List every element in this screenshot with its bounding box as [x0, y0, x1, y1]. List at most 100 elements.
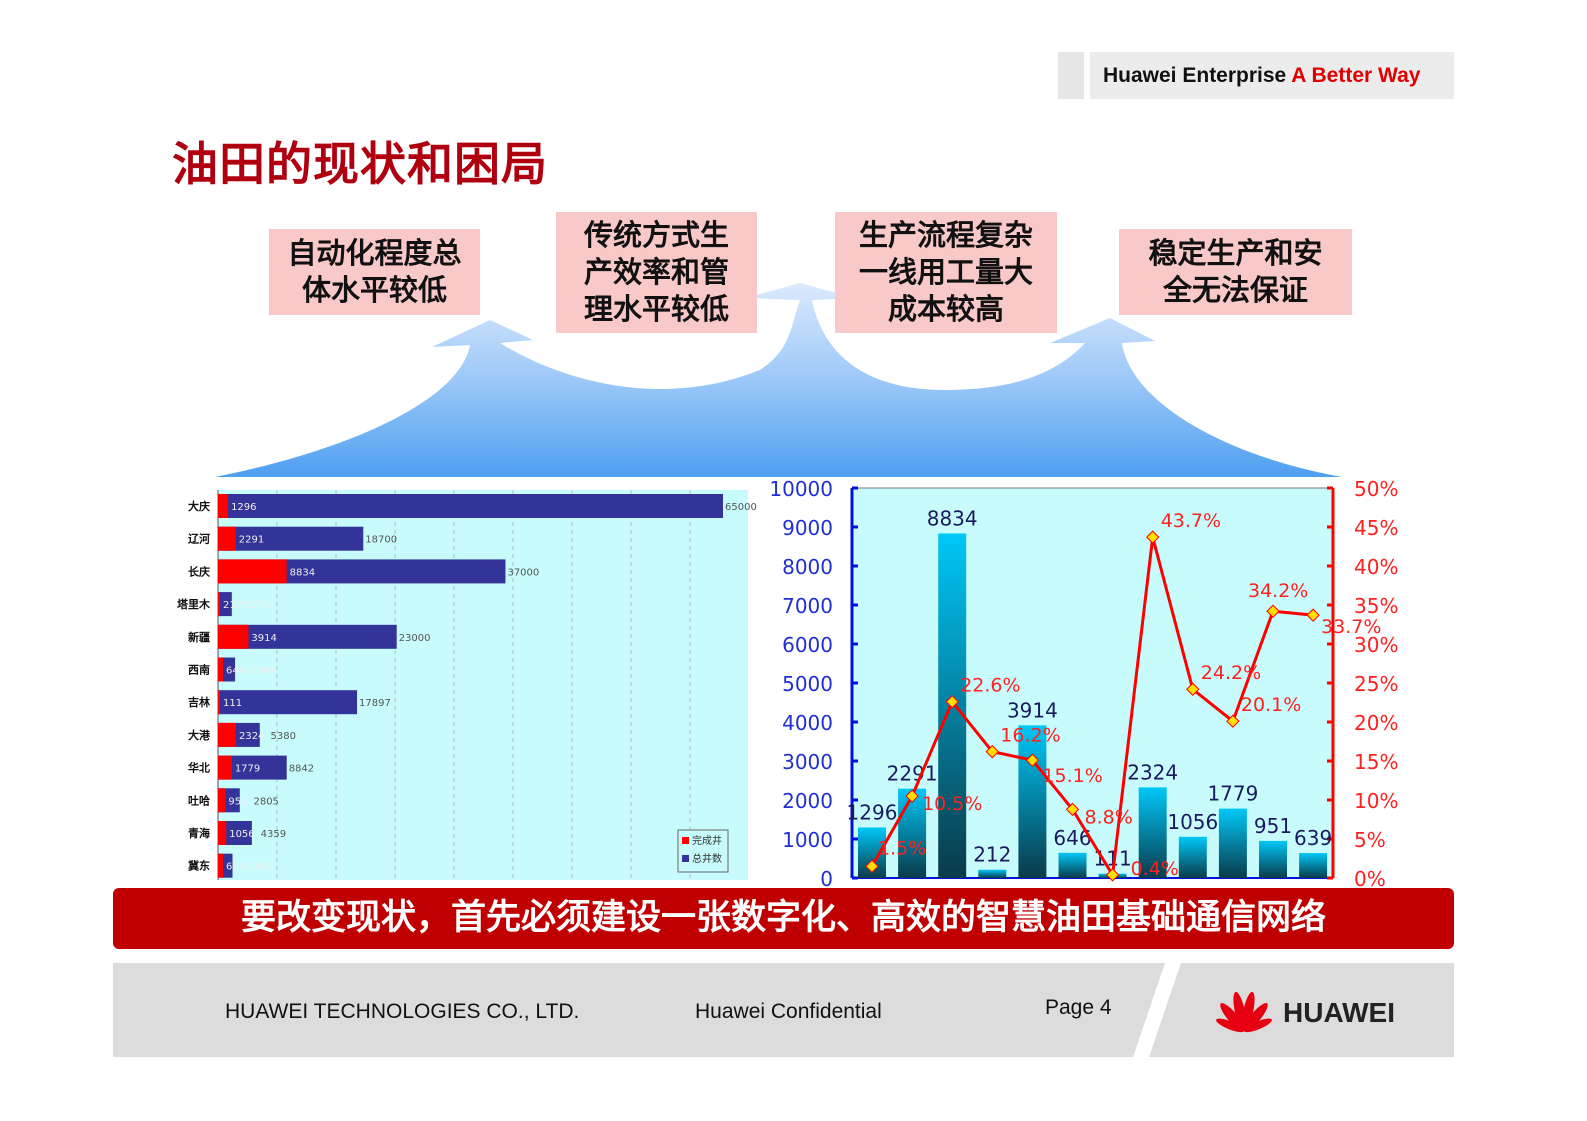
bar-completed [218, 559, 287, 584]
left-tick-label: 10000 [769, 477, 833, 501]
percent-label: 1.5% [878, 837, 926, 859]
percent-marker [985, 744, 1000, 759]
percent-label: 10.5% [922, 793, 982, 815]
bar-label: 111 [223, 698, 242, 709]
percent-label: 22.6% [960, 675, 1020, 697]
page-number: Page 4 [1045, 996, 1112, 1019]
bar-label: 646/2200 [226, 666, 274, 677]
bar-completed [218, 657, 224, 682]
bar-value-label: 1779 [1207, 782, 1258, 806]
bar-completed [218, 592, 220, 617]
plot-area [852, 488, 1333, 878]
header-accent [1058, 52, 1084, 99]
category-label: 长庆 [188, 564, 210, 578]
left-tick-label: 5000 [782, 672, 833, 696]
bar-label: 1779 [235, 764, 260, 775]
category-label: 吐哈 [188, 793, 210, 807]
bar-value-label: 639 [1294, 826, 1332, 850]
total-label: 8842 [289, 764, 314, 775]
legend-swatch [682, 855, 689, 862]
percent-marker [905, 789, 919, 803]
category-label: 青海 [188, 826, 210, 840]
left-tick-label: 9000 [782, 516, 833, 540]
total-label: 65000 [725, 502, 757, 513]
total-label: 18700 [365, 535, 397, 546]
right-tick-label: 35% [1354, 594, 1398, 618]
left-tick-label: 6000 [782, 633, 833, 657]
right-tick-label: 45% [1354, 516, 1398, 540]
percent-marker [945, 695, 959, 709]
left-tick-label: 0 [820, 867, 833, 890]
bar-completed [218, 690, 220, 715]
bar-completed [218, 722, 237, 747]
bar-completed [218, 494, 229, 518]
footer-divider [1133, 963, 1181, 1057]
percent-marker [1266, 604, 1280, 618]
total-label: 5380 [271, 731, 296, 742]
percent-marker [1025, 753, 1040, 767]
wells-bar-chart: 大庆 1296 65000 辽河 2291 18700 长庆 8834 37000 塔里木 212/… [177, 490, 757, 880]
bar-value-label: 8834 [927, 506, 978, 530]
bar-value-label: 3914 [1007, 698, 1058, 722]
bar-completed [218, 788, 226, 813]
bar-completed [218, 526, 236, 551]
bar [1058, 852, 1087, 878]
problem-box-efficiency: 传统方式生 产效率和管 理水平较低 [556, 212, 757, 333]
percent-label: 15.1% [1042, 765, 1102, 787]
bar-label: 639/1867 [226, 862, 274, 873]
right-tick-label: 10% [1354, 789, 1398, 813]
bar-label: 951 [228, 796, 247, 807]
percent-marker [1105, 868, 1120, 882]
footer: HUAWEI TECHNOLOGIES CO., LTD. Huawei Con… [113, 963, 1454, 1057]
category-label: 大庆 [188, 499, 210, 513]
percent-label: 8.8% [1085, 806, 1133, 828]
bar-label: 212/1779 [223, 600, 271, 611]
bar [1018, 725, 1047, 878]
bar-label: 2291 [239, 535, 264, 546]
right-tick-label: 15% [1354, 750, 1398, 774]
right-tick-label: 50% [1354, 477, 1398, 501]
right-tick-label: 0% [1354, 867, 1386, 890]
bar-label: 8834 [290, 567, 315, 578]
tagline-text: A Better Way [1291, 64, 1421, 87]
bar-value-label: 951 [1254, 814, 1292, 838]
company-name: HUAWEI TECHNOLOGIES CO., LTD. [225, 1000, 580, 1023]
category-label: 新疆 [188, 630, 210, 644]
percent-marker [1065, 802, 1080, 817]
category-label: 塔里木 [177, 597, 211, 611]
bar [1259, 840, 1287, 878]
bar [898, 788, 927, 878]
bar-label: 1056 [229, 829, 254, 840]
category-label: 辽河 [188, 532, 210, 546]
percent-label: 20.1% [1241, 694, 1301, 716]
bar-completed [218, 853, 223, 878]
huawei-logo-icon [1216, 991, 1272, 1033]
conclusion-banner: 要改变现状，首先必须建设一张数字化、高效的智慧油田基础通信网络 [113, 888, 1454, 949]
bar-completed [218, 624, 249, 649]
bar-value-label: 2291 [887, 762, 938, 786]
percent-label: 33.7% [1321, 616, 1381, 638]
header-brand: Huawei Enterprise A Better Way [1090, 52, 1454, 99]
bar-total [218, 592, 232, 617]
huawei-logo-text: HUAWEI [1283, 997, 1395, 1028]
total-label: 17897 [359, 698, 391, 709]
percent-label: 43.7% [1161, 510, 1221, 532]
wells-combo-chart: 0 1000 2000 3000 4000 5000 6000 7000 8000 9000 100… [769, 477, 1398, 890]
total-label: 37000 [507, 567, 539, 578]
percent-marker [865, 859, 879, 874]
problem-box-safety: 稳定生产和安 全无法保证 [1119, 229, 1352, 315]
left-tick-label: 8000 [782, 555, 833, 579]
left-tick-label: 2000 [782, 789, 833, 813]
bar-value-label: 1296 [847, 800, 898, 824]
bar-value-label: 212 [973, 843, 1011, 867]
bar-label: 3914 [251, 633, 276, 644]
plot-area [218, 490, 748, 880]
bar-value-label: 2324 [1127, 760, 1178, 784]
left-tick-label: 4000 [782, 711, 833, 735]
confidential-label: Huawei Confidential [695, 1000, 882, 1023]
brand-text: Huawei Enterprise [1103, 64, 1292, 87]
category-label: 西南 [188, 663, 210, 677]
bar [1138, 787, 1167, 878]
total-label: 23000 [399, 633, 431, 644]
percent-marker [1186, 682, 1200, 696]
